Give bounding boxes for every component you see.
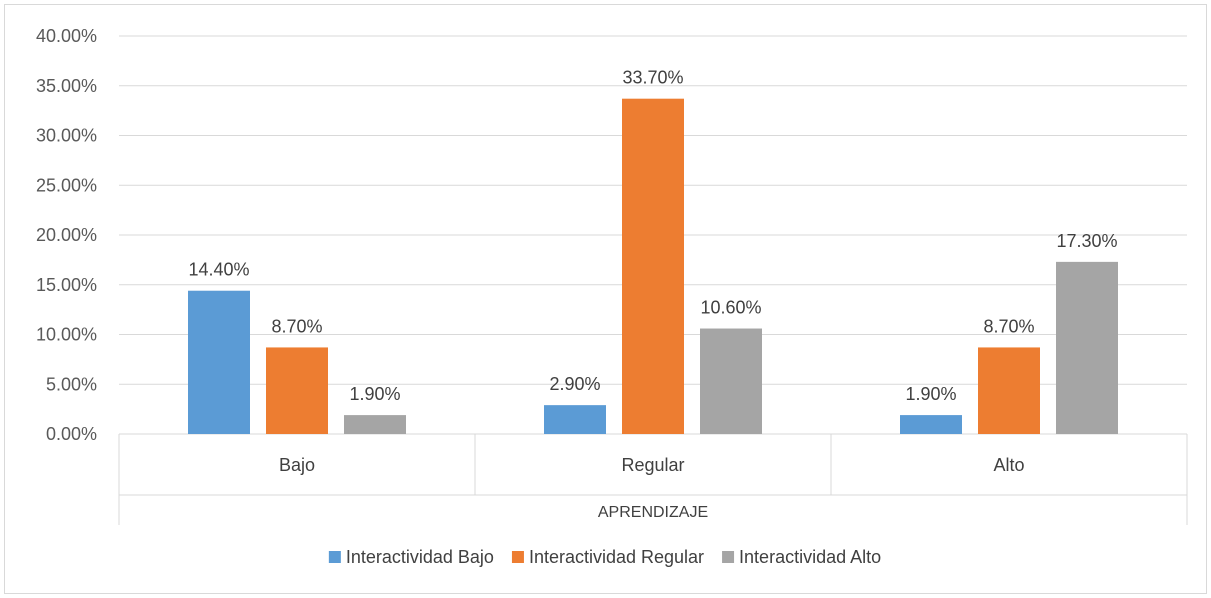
y-tick-label: 20.00% <box>36 225 97 245</box>
y-tick-label: 25.00% <box>36 175 97 195</box>
y-tick-label: 10.00% <box>36 325 97 345</box>
y-tick-label: 40.00% <box>36 26 97 46</box>
legend-swatch <box>511 551 524 563</box>
data-label: 1.90% <box>905 384 956 404</box>
bar <box>1056 261 1118 434</box>
data-label: 2.90% <box>549 374 600 394</box>
data-label: 17.30% <box>1056 231 1117 251</box>
legend-label: Interactividad Bajo <box>346 547 494 567</box>
y-tick-label: 15.00% <box>36 275 97 295</box>
legend-swatch <box>328 551 341 563</box>
bar <box>188 290 250 434</box>
x-category-label: Alto <box>993 455 1024 475</box>
bar <box>544 405 606 434</box>
x-category-label: Bajo <box>279 455 315 475</box>
bar <box>622 98 684 434</box>
data-label: 33.70% <box>622 68 683 88</box>
x-category-label: Regular <box>621 455 684 475</box>
data-label: 10.60% <box>700 298 761 318</box>
bar <box>344 415 406 434</box>
legend-swatch <box>722 551 735 563</box>
y-tick-label: 35.00% <box>36 76 97 96</box>
bar <box>978 347 1040 434</box>
data-label: 14.40% <box>188 260 249 280</box>
bar <box>266 347 328 434</box>
y-tick-label: 5.00% <box>46 374 97 394</box>
legend-label: Interactividad Alto <box>739 547 881 567</box>
bar <box>900 415 962 434</box>
x-axis-title: APRENDIZAJE <box>598 504 708 521</box>
y-tick-label: 30.00% <box>36 126 97 146</box>
bar <box>700 328 762 434</box>
data-label: 8.70% <box>983 316 1034 336</box>
data-label: 8.70% <box>271 316 322 336</box>
data-label: 1.90% <box>349 384 400 404</box>
y-tick-label: 0.00% <box>46 424 97 444</box>
legend-label: Interactividad Regular <box>529 547 704 567</box>
